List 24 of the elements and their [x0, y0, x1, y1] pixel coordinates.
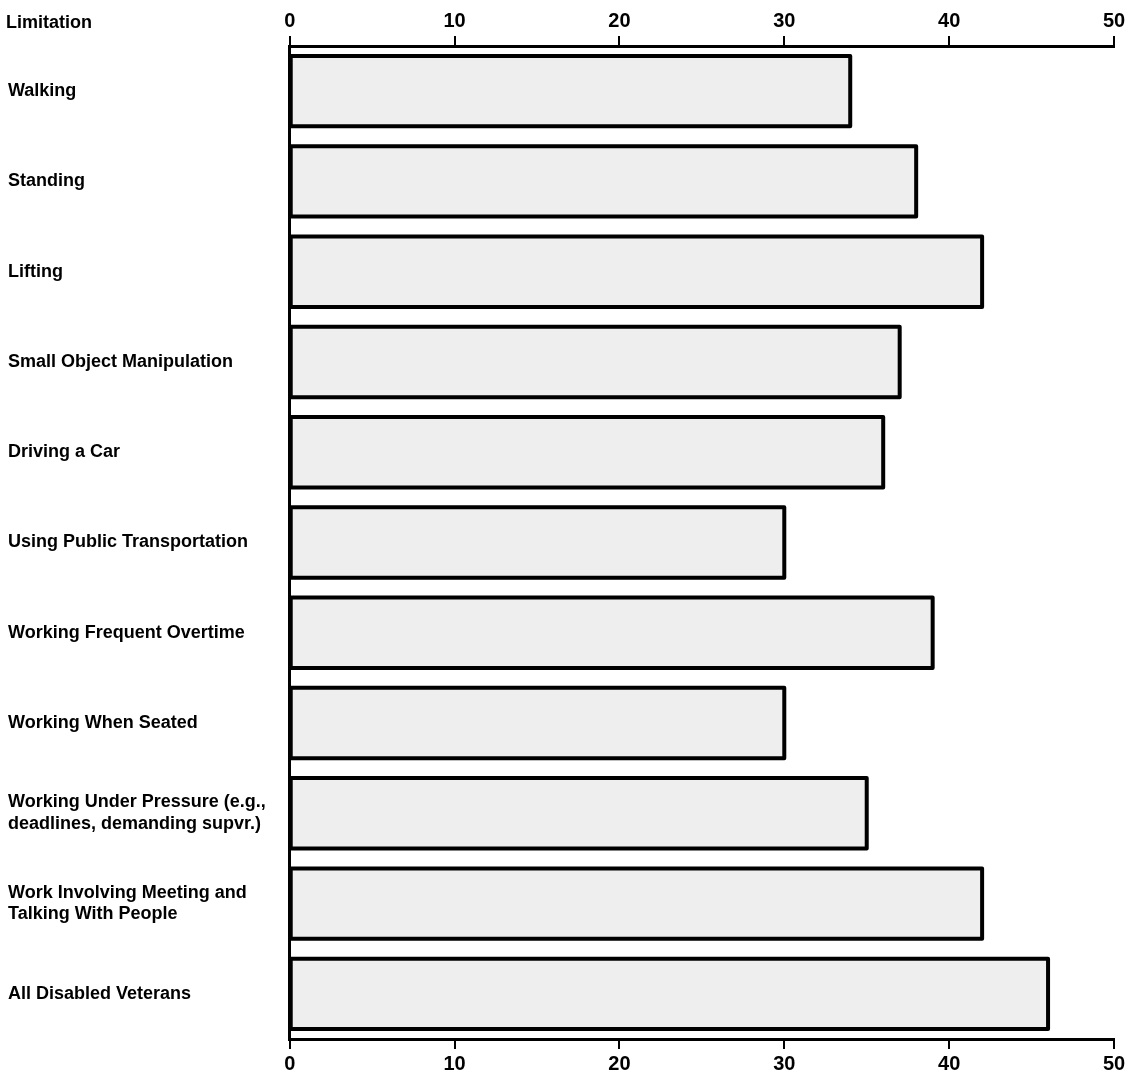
x-tick-label: 30 [773, 1051, 796, 1074]
y-tick-label: Driving a Car [8, 441, 121, 462]
x-tick-label: 10 [443, 1051, 466, 1074]
x2-tick-label: 10 [443, 8, 466, 31]
x-tick-label: 50 [1102, 1051, 1126, 1074]
x2-tick-label: 30 [773, 8, 796, 31]
y-tick-label: Work Involving Meeting and Talking With People [8, 881, 247, 924]
y-tick-label: All Disabled Veterans [8, 982, 192, 1003]
y-tick-label: Using Public Transportation [8, 531, 249, 552]
x2-tick-label: 40 [938, 8, 961, 31]
x-tick-label: 40 [938, 1051, 961, 1074]
x2-tick-label: 20 [608, 8, 631, 31]
x2-tick-label: 0 [284, 8, 296, 31]
x2-tick-label: 50 [1102, 8, 1126, 31]
y-tick-label: Lifting [8, 260, 63, 281]
y-tick-label: Working Frequent Overtime [8, 621, 245, 642]
x-tick-label: 20 [608, 1051, 631, 1074]
y-tick-label: Working When Seated [8, 712, 198, 733]
y-tick-label: Walking [8, 80, 77, 101]
y-axis-title: Limitation [6, 11, 92, 32]
y-tick-label: Working Under Pressure (e.g., deadlines, demanding supvr.) [8, 791, 266, 834]
y-tick-label: Standing [8, 170, 85, 191]
x-tick-label: 0 [284, 1051, 296, 1074]
y-tick-label: Small Object Manipulation [8, 350, 234, 371]
